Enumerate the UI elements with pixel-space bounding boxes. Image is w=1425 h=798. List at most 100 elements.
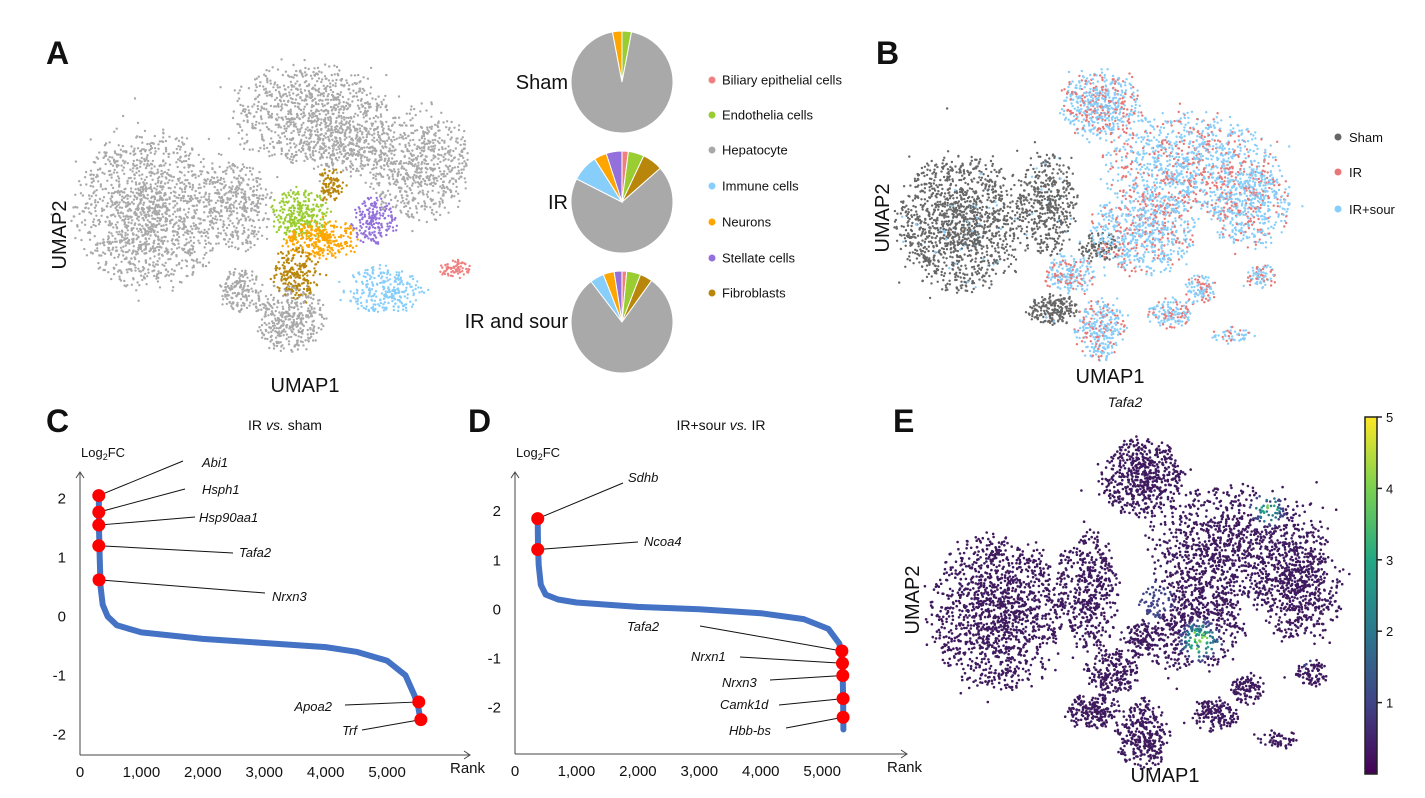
umap-point [261,122,264,125]
umap-point [343,133,347,136]
umap-point [192,224,196,228]
umap-point [293,207,297,210]
umap-point [369,171,372,174]
umap-point [204,234,208,238]
umap-point [295,317,299,320]
umap-point [281,211,285,214]
umap-point [310,306,313,309]
umap-point [174,230,177,233]
umap-point [402,167,405,170]
umap-point [291,138,294,141]
umap-point [237,247,240,250]
umap-point [230,190,233,193]
umap-point [409,152,412,155]
umap-point [326,98,330,101]
umap-point [265,307,268,310]
umap-point [158,222,161,225]
umap-point [104,263,107,266]
umap-point [317,103,320,106]
umap-point [158,245,162,248]
umap-point [141,209,144,213]
umap-point [358,139,361,142]
umap-point [228,204,232,207]
umap-point [278,330,281,333]
umap-point [379,113,383,116]
umap-point [296,342,299,346]
umap-point [378,181,381,185]
umap-point [272,347,276,350]
umap-point [266,301,269,304]
umap-point [168,135,171,138]
umap-point [372,187,375,190]
umap-point [290,213,293,216]
umap-point [303,262,307,265]
umap-point [340,247,343,251]
umap-point [94,194,98,197]
umap-point [287,340,291,343]
umap-point [290,131,293,135]
umap-point [280,149,284,153]
umap-point [375,166,378,169]
umap-point [362,223,365,226]
umap-point [118,201,121,204]
umap-point [160,224,163,228]
umap-point [221,303,224,306]
umap-point [292,221,295,225]
umap-point [266,79,269,82]
umap-point [240,188,243,191]
umap-point [207,137,211,141]
umap-point [79,192,83,195]
umap-point [365,135,368,139]
umap-point [405,161,408,165]
umap-point [144,244,147,248]
umap-point [189,252,193,255]
umap-point [324,145,327,148]
umap-point [99,183,103,186]
umap-point [244,173,247,177]
umap-point [370,122,373,125]
umap-point [172,206,175,209]
umap-point [440,139,444,142]
umap-point [436,124,439,127]
umap-point [164,202,167,205]
umap-point [388,193,392,196]
umap-point [460,154,464,157]
umap-point [438,129,441,132]
umap-point [281,244,284,248]
umap-point [335,96,338,99]
umap-point [166,240,169,243]
umap-point [258,183,261,186]
umap-point [320,80,323,84]
umap-point [192,236,196,239]
umap-point [271,204,274,207]
umap-point [140,177,143,180]
umap-point [165,268,168,271]
umap-point [115,179,118,182]
umap-point [301,271,304,274]
umap-point [289,206,293,209]
umap-point [226,201,229,204]
umap-point [290,235,294,238]
umap-point [158,252,161,255]
umap-point [174,204,177,207]
umap-point [168,196,171,199]
umap-point [180,188,183,191]
umap-point [269,277,272,281]
umap-point [168,209,171,212]
umap-point [321,78,324,81]
panel-letter-d: D [468,403,491,439]
umap-point [122,245,125,248]
umap-point [349,240,353,243]
umap-point [294,272,297,275]
umap-point [292,231,295,234]
umap-point [296,207,300,210]
umap-point [310,228,313,232]
umap-point [129,168,132,171]
umap-point [233,201,236,204]
umap-point [146,193,149,197]
umap-point [260,308,263,311]
umap-point [246,276,249,279]
umap-point [291,315,294,319]
umap-point [330,179,333,182]
umap-point [230,296,233,299]
